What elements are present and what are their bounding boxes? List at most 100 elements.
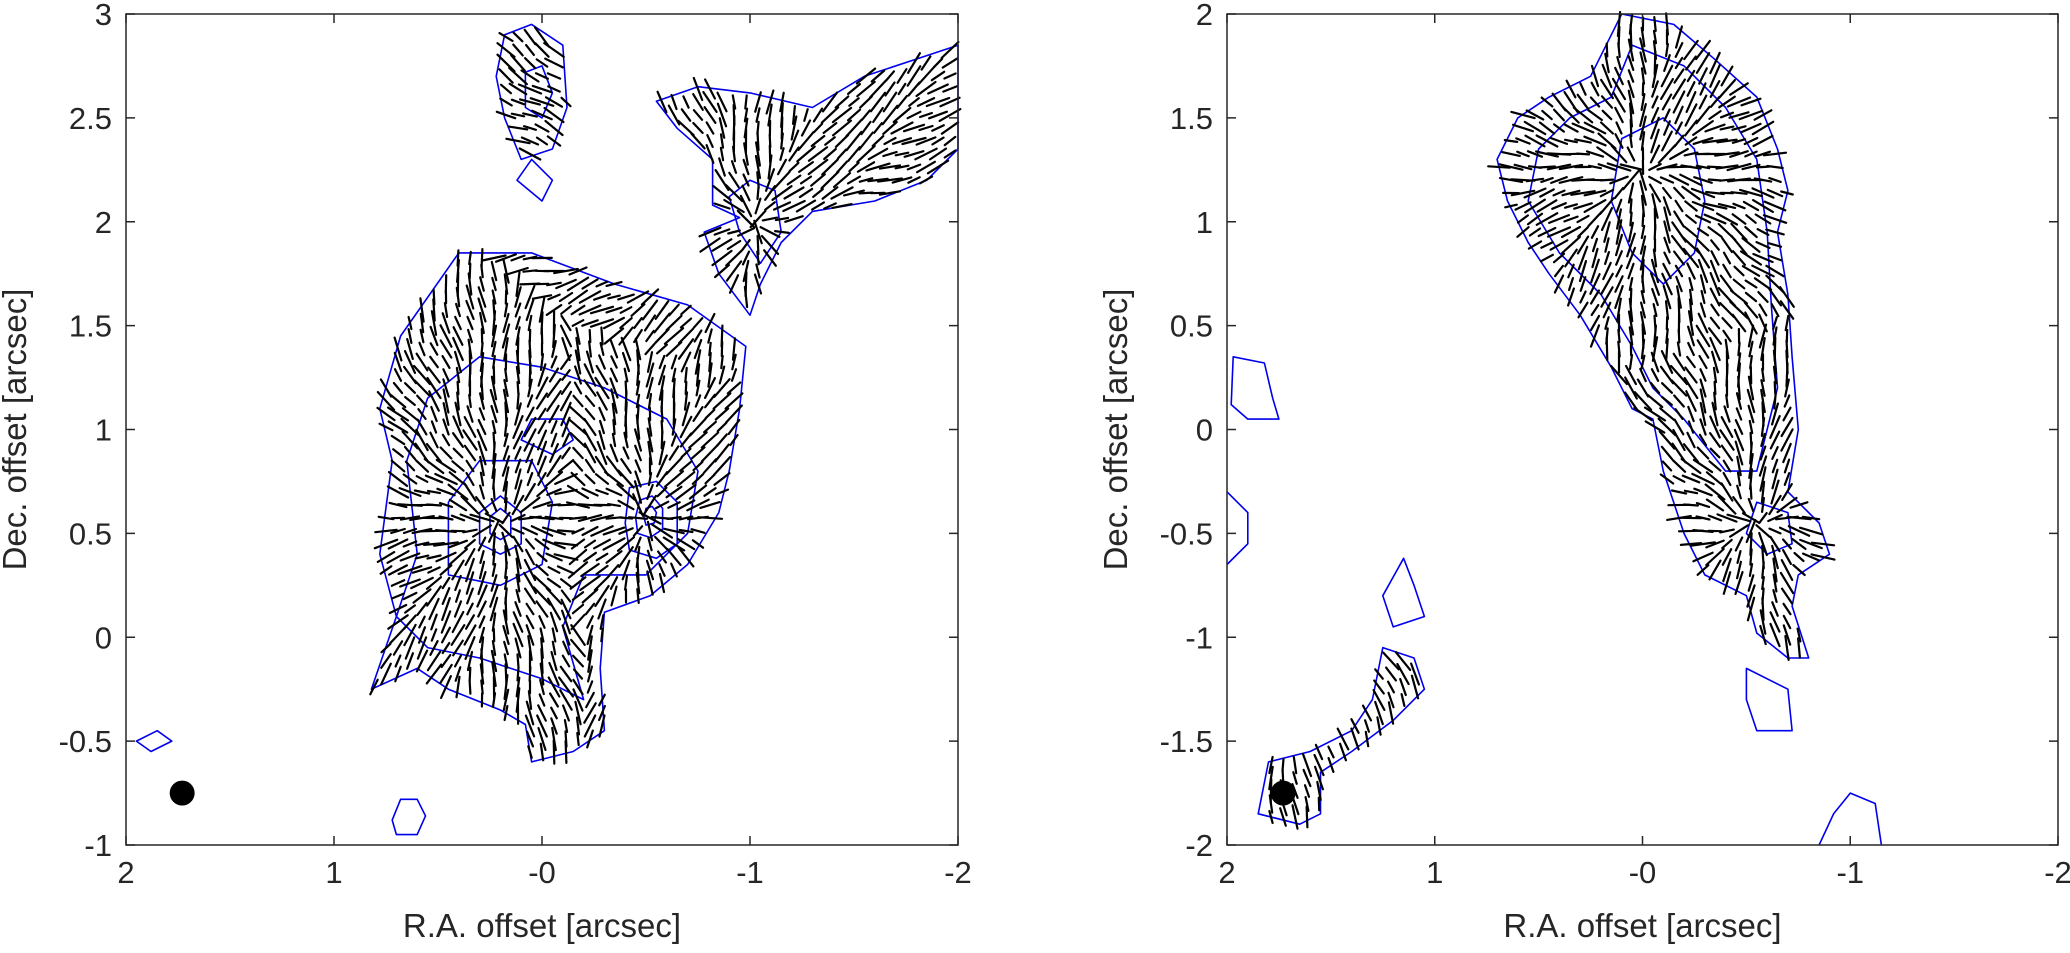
left-vector-653 (561, 446, 571, 460)
left-vector-559 (490, 404, 498, 424)
right-vector-432 (1784, 314, 1790, 332)
right-vector-527 (1674, 408, 1684, 420)
left-vector-778 (377, 515, 395, 521)
left-vector-951 (594, 584, 610, 608)
right-vector-153 (1669, 147, 1689, 161)
left-vector-773 (654, 500, 670, 510)
right-vector-456 (1676, 341, 1682, 357)
left-vector-638 (729, 433, 739, 447)
left-vector-439 (479, 352, 485, 372)
left-vector-918 (477, 570, 487, 596)
left-vector-249 (713, 228, 731, 236)
left-vector-1034 (466, 650, 474, 672)
left-vector-1083 (572, 688, 584, 712)
right-vector-302 (1549, 239, 1569, 251)
left-vector-314 (514, 286, 522, 308)
left-vector-89 (767, 103, 773, 127)
left-vector-470 (504, 367, 508, 383)
left-vector-837 (422, 541, 446, 547)
right-vector-313 (1681, 236, 1701, 254)
left-vector-18 (941, 57, 959, 69)
left-vector-171 (847, 146, 861, 162)
left-vector-196 (906, 163, 922, 171)
right-vector-609 (1747, 497, 1755, 513)
right-vector-345 (1602, 261, 1612, 281)
left-vector-1023 (551, 640, 557, 656)
left-vector-515 (684, 380, 688, 396)
left-vector-959 (441, 596, 451, 622)
right-vector-55 (1717, 78, 1737, 100)
right-vector-647 (1799, 538, 1823, 550)
left-vector-627 (598, 430, 606, 450)
left-vector-27 (896, 68, 908, 84)
left-vector-552 (401, 407, 419, 421)
left-vector-634 (679, 432, 693, 448)
right-vector-43 (1579, 82, 1587, 96)
left-vector-166 (788, 146, 800, 162)
left-vector-143 (780, 132, 784, 150)
right-vector-424 (1687, 310, 1695, 336)
right-vector-583 (1672, 475, 1686, 483)
right-vector-512 (1646, 393, 1664, 409)
right-vector-148 (1610, 144, 1628, 164)
right-vector-370 (1675, 275, 1683, 293)
right-vector-574 (1692, 458, 1714, 474)
left-vector-686 (620, 458, 632, 474)
left-vector-761 (511, 494, 525, 516)
left-vector-744 (646, 483, 654, 501)
left-vector-687 (634, 459, 642, 473)
right-vector-362 (1579, 276, 1587, 292)
left-vector-550 (376, 406, 396, 422)
left-vector-432 (393, 351, 403, 373)
right-vector-489 (1712, 366, 1718, 384)
left-vector-931 (635, 571, 641, 595)
left-vector-833 (373, 538, 399, 550)
left-vector-182 (742, 158, 750, 176)
right-vector-265 (1629, 211, 1633, 227)
right-vector-650 (1705, 547, 1725, 567)
left-vector-374 (692, 317, 704, 329)
left-vector-533 (535, 392, 549, 410)
left-vector-214 (891, 176, 913, 184)
right-vector-253 (1742, 200, 1760, 212)
right-vector-100 (1563, 123, 1579, 133)
left-vector-246 (774, 216, 790, 222)
left-vector-619 (503, 432, 509, 448)
left-vector-518 (713, 378, 731, 398)
right-vector-741 (1305, 805, 1309, 829)
left-vector-922 (522, 571, 538, 595)
left-vector-643 (439, 446, 453, 460)
left-vector-265 (495, 253, 518, 263)
right-vector-381 (1589, 289, 1601, 305)
left-vector-323 (617, 293, 635, 301)
left-vector-769 (606, 503, 622, 507)
left-vector-1024 (562, 640, 570, 656)
left-vector-946 (532, 586, 552, 606)
left-vector-6 (524, 43, 536, 57)
left-vector-92 (803, 108, 809, 122)
left-vector-95 (831, 106, 853, 124)
left-vector-480 (623, 367, 629, 383)
left-vector-867 (464, 547, 476, 567)
right-y-axis-label: Dec. offset [arcsec] (1097, 289, 1134, 571)
left-vector-874 (545, 552, 563, 562)
right-vector-617 (1707, 514, 1723, 522)
left-vector-718 (663, 470, 685, 488)
right-vector-296 (1730, 222, 1748, 242)
left-vector-498 (480, 375, 484, 401)
right-vector-656 (1781, 548, 1793, 566)
right-vector-472 (1686, 355, 1696, 369)
left-vector-411 (491, 340, 497, 358)
left-vector-391 (588, 328, 592, 344)
left-vector-621 (523, 428, 537, 452)
right-vector-498 (1649, 381, 1661, 395)
right-vector-45 (1599, 78, 1615, 100)
left-vector-427 (677, 338, 695, 360)
left-vector-807 (390, 527, 406, 535)
left-vector-15 (906, 52, 922, 74)
right-vector-666 (1772, 557, 1778, 583)
right-vector-713 (1364, 730, 1370, 748)
left-vector-719 (676, 471, 696, 487)
left-vector-972 (597, 598, 607, 620)
left-vector-421 (609, 339, 619, 359)
